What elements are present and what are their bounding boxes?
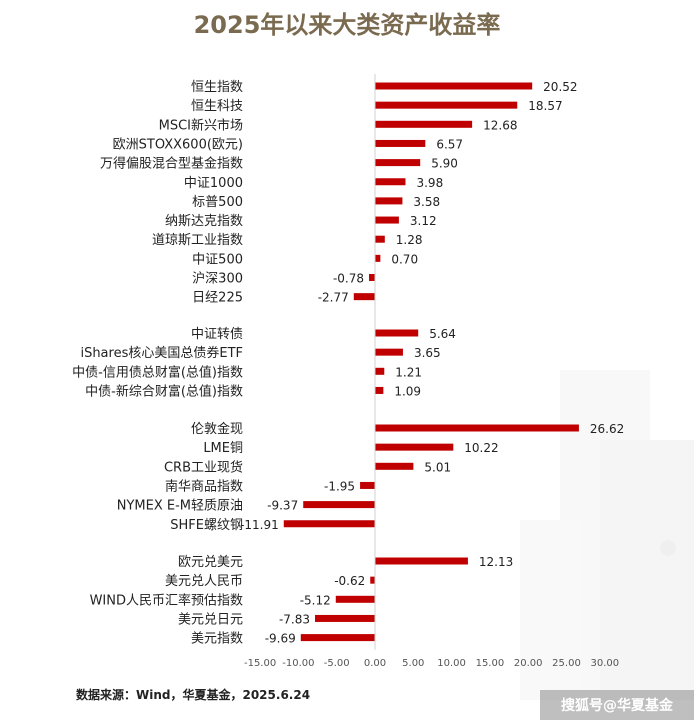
category-label: 纳斯达克指数 — [165, 214, 243, 229]
data-label: 5.90 — [431, 157, 458, 171]
bar — [375, 424, 579, 432]
data-label: 10.22 — [464, 441, 498, 455]
category-label: 恒生指数 — [191, 80, 243, 95]
bar — [375, 101, 518, 109]
bar — [375, 197, 403, 205]
watermark-background — [540, 690, 694, 720]
data-label: -0.62 — [334, 574, 365, 588]
category-label: 中证1000 — [184, 176, 243, 191]
data-label: -0.78 — [333, 272, 364, 286]
category-label: 美元兑人民币 — [165, 574, 243, 589]
bar — [375, 557, 468, 565]
x-tick-label: 20.00 — [514, 658, 543, 669]
bar — [283, 520, 375, 528]
data-label: 3.12 — [410, 214, 437, 228]
data-label: 12.68 — [483, 118, 517, 132]
bar — [375, 120, 473, 128]
category-label: MSCI新兴市场 — [159, 117, 243, 133]
data-label: -7.83 — [279, 612, 310, 626]
source-note: 数据来源：Wind，华夏基金，2025.6.24 — [76, 687, 310, 702]
category-label: iShares核心美国总债券ETF — [80, 345, 243, 361]
plot-area: 恒生指数 20.52 恒生科技 18.57 MSCI新兴市场 12.68 欧洲STOXX60… — [72, 74, 624, 669]
bar — [360, 481, 375, 489]
bar — [335, 595, 375, 603]
category-label: LME铜 — [203, 441, 243, 456]
x-tick-label: 0.00 — [364, 658, 386, 669]
data-label: 12.13 — [479, 555, 513, 569]
category-label: NYMEX E-M轻质原油 — [117, 499, 243, 514]
bar — [375, 367, 385, 375]
bar — [375, 178, 406, 186]
category-label: 中债-新综合财富(总值)指数 — [85, 383, 243, 399]
bar — [303, 501, 375, 509]
data-label: 1.09 — [394, 384, 421, 398]
data-label: 20.52 — [543, 80, 577, 94]
bar — [375, 82, 533, 90]
bar — [370, 576, 375, 584]
category-label: 沪深300 — [192, 271, 243, 287]
category-label: 南华商品指数 — [165, 478, 243, 494]
data-label: 3.65 — [414, 346, 441, 360]
category-label: 美元指数 — [191, 632, 243, 647]
background-building-graphic — [520, 370, 694, 700]
category-label: SHFE螺纹钢 — [170, 518, 243, 533]
data-label: -9.37 — [267, 499, 298, 513]
data-label: 5.64 — [429, 327, 456, 341]
bar — [375, 348, 403, 356]
bar — [375, 235, 385, 243]
x-tick-label: -5.00 — [324, 658, 350, 669]
category-label: 中证500 — [192, 252, 243, 267]
category-label: 欧洲STOXX600(欧元) — [113, 137, 243, 152]
category-label: 中证转债 — [191, 327, 243, 342]
category-label: 标普500 — [192, 195, 243, 210]
data-label: -5.12 — [300, 593, 331, 607]
category-label: CRB工业现货 — [164, 459, 243, 475]
category-label: 道琼斯工业指数 — [152, 233, 243, 248]
bar — [300, 634, 375, 642]
chart-title: 2025年以来大类资产收益率 — [194, 11, 501, 39]
data-label: -11.91 — [240, 518, 279, 532]
x-tick-label: 5.00 — [402, 658, 424, 669]
category-label: 万得偏股混合型基金指数 — [100, 156, 243, 172]
bar — [375, 159, 421, 167]
category-label: 中债-信用债总财富(总值)指数 — [72, 364, 243, 380]
data-label: -9.69 — [265, 632, 296, 646]
data-label: 3.58 — [413, 195, 440, 209]
x-tick-label: 30.00 — [590, 658, 619, 669]
bar — [375, 216, 399, 224]
data-label: 6.57 — [436, 137, 463, 151]
bar — [375, 386, 384, 394]
data-label: 18.57 — [528, 99, 562, 113]
data-label: -1.95 — [324, 479, 355, 493]
bar — [375, 443, 454, 451]
bar — [375, 254, 381, 262]
bar — [375, 462, 414, 470]
data-label: 26.62 — [590, 422, 624, 436]
x-tick-label: 10.00 — [437, 658, 466, 669]
x-tick-label: 25.00 — [552, 658, 581, 669]
data-label: -2.77 — [318, 291, 349, 305]
bar — [375, 329, 419, 337]
category-label: WIND人民币汇率预估指数 — [90, 592, 243, 608]
x-tick-label: 15.00 — [476, 658, 505, 669]
category-label: 伦敦金现 — [191, 421, 243, 437]
category-label: 美元兑日元 — [178, 612, 243, 627]
data-label: 1.21 — [395, 365, 422, 379]
watermark: 搜狐号@华夏基金 — [561, 697, 674, 714]
bar — [353, 293, 375, 301]
category-label: 欧元兑美元 — [178, 555, 243, 570]
bar — [315, 614, 375, 622]
category-label: 恒生科技 — [191, 99, 243, 114]
data-label: 5.01 — [424, 460, 451, 474]
data-label: 3.98 — [416, 176, 443, 190]
data-label: 0.70 — [391, 252, 418, 266]
x-tick-label: -10.00 — [282, 658, 314, 669]
x-tick-label: -15.00 — [244, 658, 276, 669]
data-label: 1.28 — [396, 233, 423, 247]
category-label: 日经225 — [192, 291, 243, 306]
bar — [369, 274, 375, 281]
bar — [375, 139, 426, 147]
